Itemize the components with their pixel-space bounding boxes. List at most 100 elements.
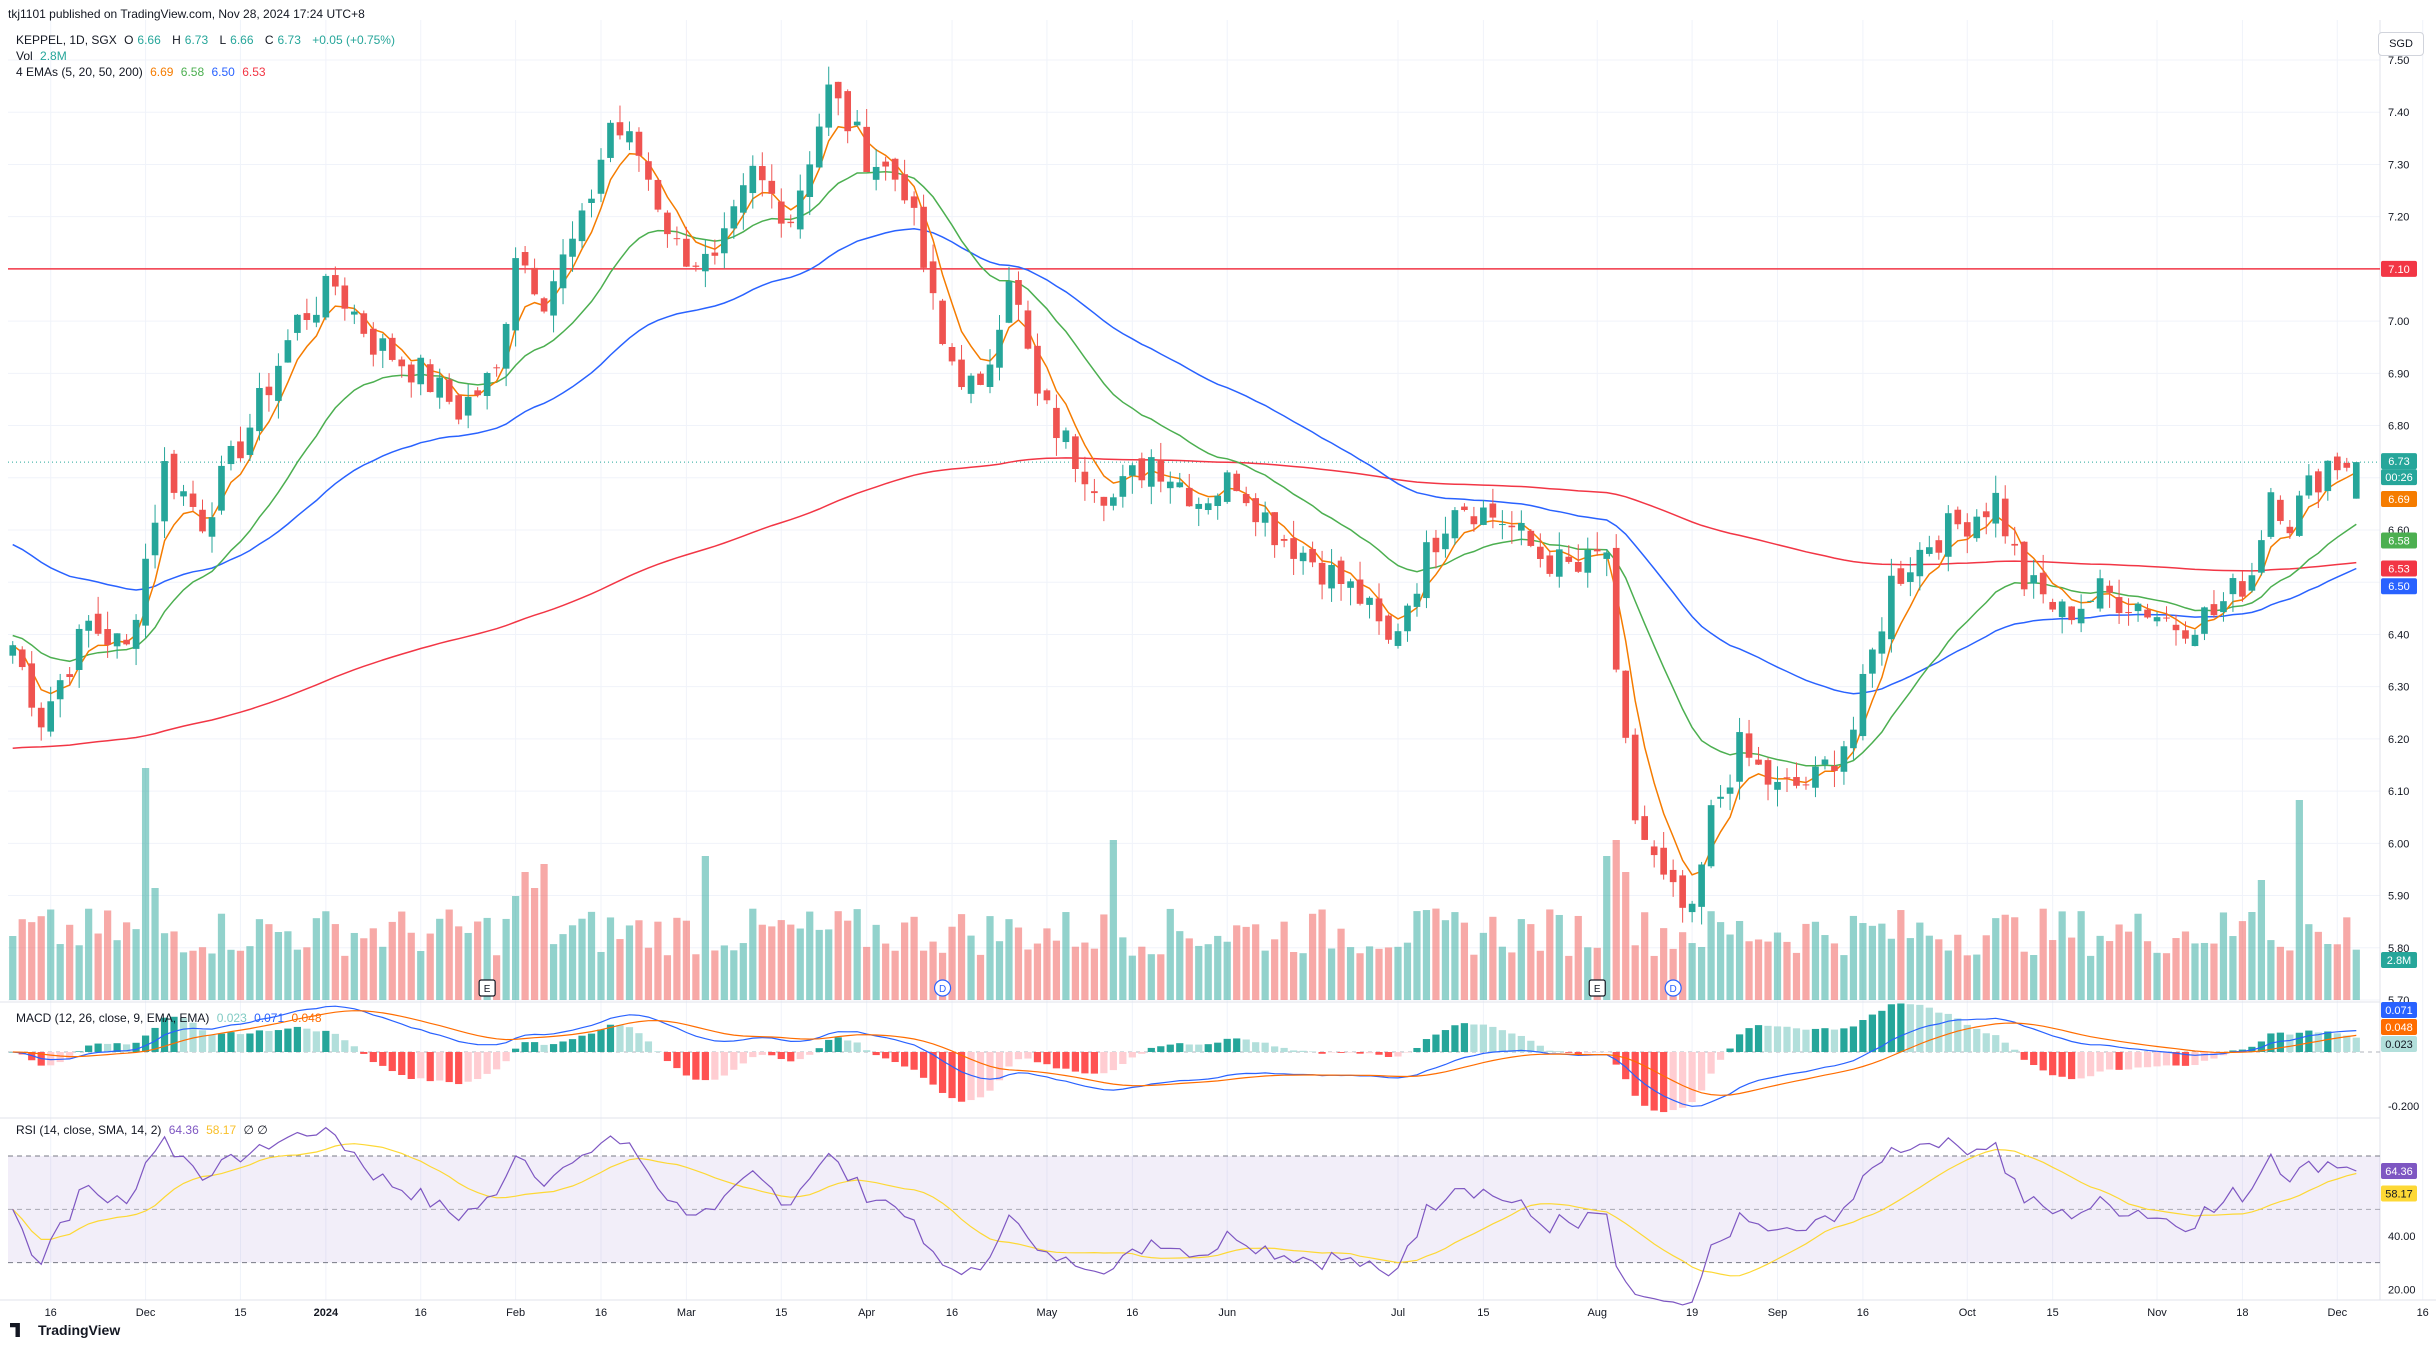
candle-body [151,522,159,556]
volume-bar [1517,919,1525,1000]
volume-bar [1878,923,1886,1000]
volume-label[interactable]: Vol [16,49,33,63]
macd-histogram-bar [549,1044,558,1052]
macd-histogram-bar [1698,1052,1706,1091]
macd-histogram-bar [1650,1052,1658,1111]
macd-histogram-bar [1280,1047,1288,1052]
rsi-sma-tag-bg [2381,1185,2417,1202]
macd-histogram-bar [692,1052,700,1080]
candle-body [1442,533,1449,550]
macd-histogram-bar [2143,1052,2152,1068]
macd-histogram-bar [1470,1024,1478,1052]
macd-histogram-bar [2124,1052,2133,1070]
earnings-marker[interactable]: E [1588,979,1606,997]
macd-histogram-bar [2011,1049,2019,1052]
time-tick-label: Dec [136,1307,156,1319]
macd-histogram-bar [141,1035,150,1052]
volume-bar [1925,935,1933,1000]
volume-bar [1546,909,1554,1000]
volume-bar [606,917,615,1000]
volume-bar [1603,856,1611,1000]
macd-histogram-bar [417,1052,425,1079]
macd-histogram-bar [1897,1003,1905,1052]
volume-bar [768,926,776,1000]
macd-histogram-bar [2077,1052,2085,1079]
currency-button[interactable]: SGD [2378,32,2424,56]
ema200-tag-bg [2381,560,2417,577]
candle-body [1688,903,1696,913]
volume-bar [2172,938,2180,1000]
macd-histogram-bar [768,1052,776,1056]
rsi-label[interactable]: RSI (14, close, SMA, 14, 2) [16,1123,162,1137]
macd-histogram-bar [2115,1052,2123,1070]
candle-body [844,91,852,132]
candle-body [1072,436,1079,470]
volume-bar [198,947,207,1000]
time-tick-label: 16 [415,1307,427,1319]
candle-body [702,253,709,272]
ema-label[interactable]: 4 EMAs (5, 20, 50, 200) [16,65,143,79]
volume-bar [2229,936,2237,1000]
volume-bar [2077,911,2085,1000]
candle-body [75,628,83,670]
volume-bar [1555,914,1563,1000]
macd-histogram-bar [1489,1026,1497,1052]
candle-body [170,453,178,493]
tradingview-brand[interactable]: TradingView [10,1322,120,1338]
candle-body [2039,572,2047,595]
ema5-line [12,125,2357,876]
macd-label[interactable]: MACD (12, 26, close, 9, EMA, EMA) [16,1011,210,1025]
candle-body [502,323,510,369]
candle-body [521,252,529,266]
price-tick-label: 7.30 [2388,159,2409,171]
horizontal-levels [8,268,2380,463]
candle-body [303,313,311,320]
volume-bar [1735,920,1744,1000]
candle-body [2058,601,2066,618]
candle-body [920,206,927,268]
volume-bar [179,952,188,1000]
candle-body [132,619,140,649]
volume-bar [549,944,558,1000]
volume-bar [1204,944,1212,1000]
volume-bar [2276,946,2284,1000]
ema20-tag: 6.58 [2388,535,2409,547]
volume-bar [806,911,814,1000]
volume-bar [625,925,634,1000]
candle-body [313,314,320,323]
macd-histogram-bar [2162,1052,2171,1066]
macd-histogram-bar [1043,1052,1051,1065]
dividend-marker[interactable]: D [933,979,952,997]
candle-body [1147,457,1155,487]
macd-histogram-bar [1754,1025,1763,1052]
macd-line-tag-bg [2381,1002,2417,1018]
rsi-legend: RSI (14, close, SMA, 14, 2) 64.36 58.17 … [16,1122,272,1138]
candle-body [1745,733,1753,758]
symbol-name[interactable]: KEPPEL, 1D, SGX [16,33,117,47]
candle-body [1536,546,1544,559]
volume-bar [417,951,425,1000]
candle-body [1451,510,1459,539]
macd-histogram-bar [445,1052,453,1083]
macd-histogram-bar [1660,1052,1668,1113]
ema200-value: 6.53 [242,65,266,79]
candle-body [2296,495,2303,536]
candle-body [294,314,301,333]
candle-body [1679,875,1686,908]
macd-histogram-bar [1394,1052,1402,1057]
dividend-marker[interactable]: D [1664,979,1682,997]
ema50-tag-bg [2381,578,2417,595]
earnings-marker[interactable]: E [478,979,496,997]
candle-body [815,126,823,168]
ema50-line [12,228,2357,695]
candle-body [1859,673,1867,737]
volume-bar [1716,922,1725,1000]
macd-histogram-bar [1517,1035,1525,1052]
macd-histogram-bar [910,1052,918,1070]
candle-body [388,337,396,360]
volume-bar [2200,942,2209,1000]
volume-bar [2219,912,2228,1000]
candle-body [284,340,292,363]
macd-hist-tag-bg [2381,1036,2417,1052]
